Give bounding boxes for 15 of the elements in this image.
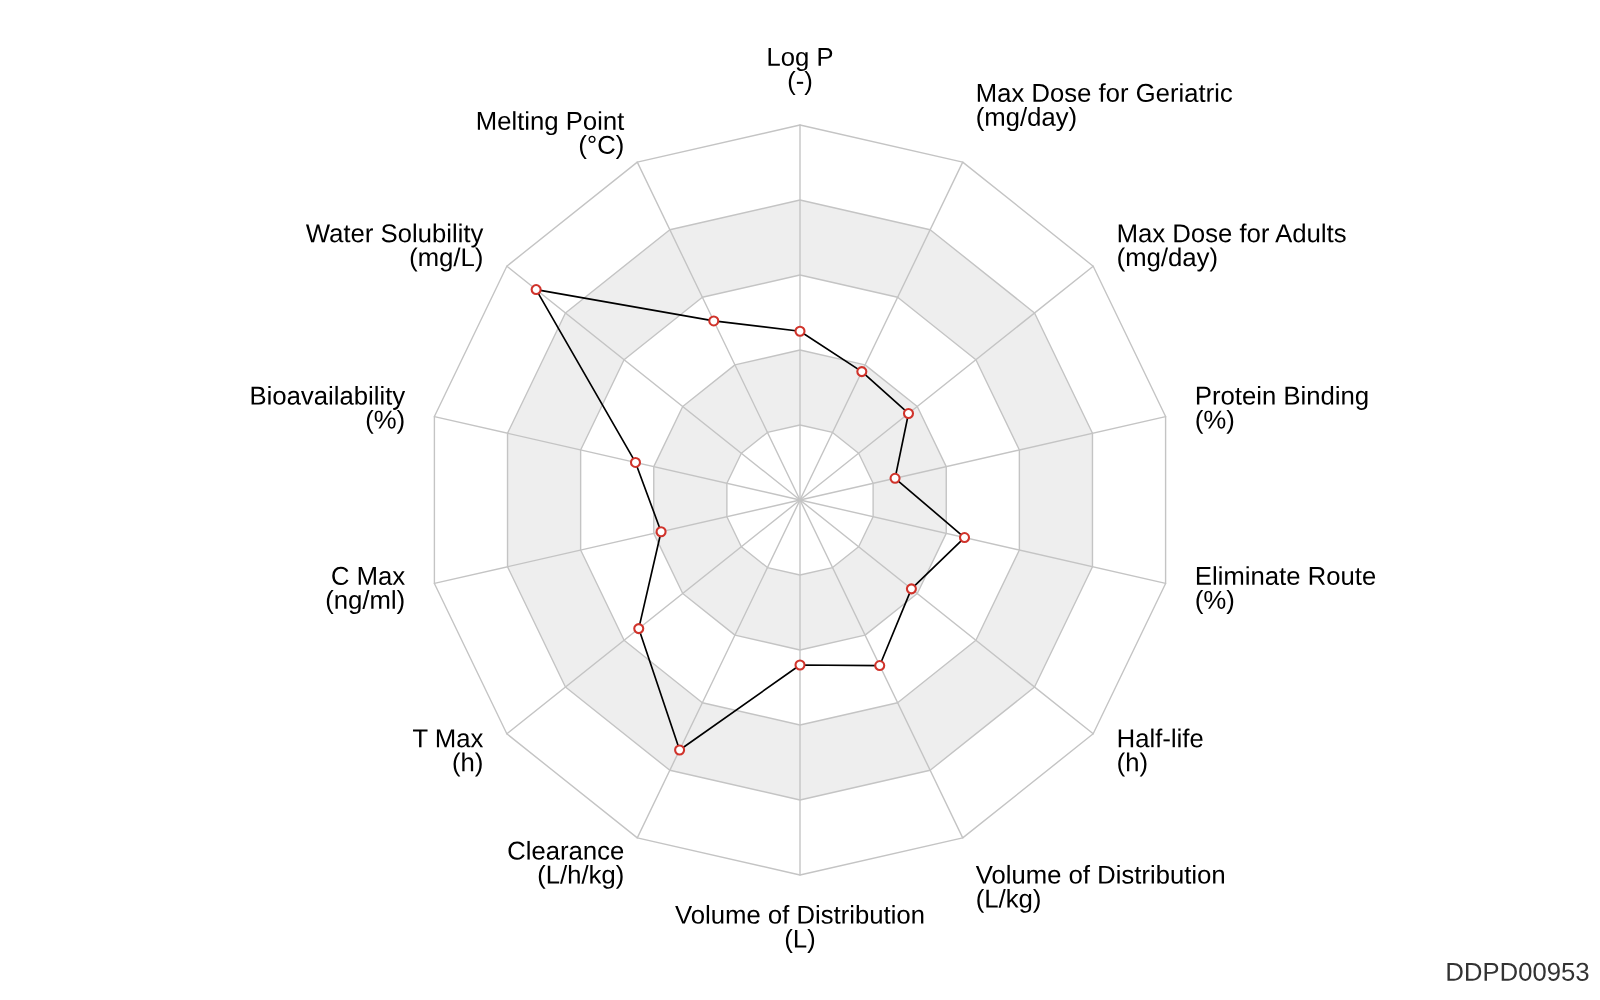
spoke-label: Half-life (h) (1118, 728, 1203, 777)
spoke-label: C Max (ng/ml) (326, 566, 405, 615)
spoke-label: Protein Binding (%) (1196, 385, 1368, 434)
spoke-label: Volume of Distribution (L/kg) (975, 864, 1224, 913)
spoke-label: Melting Point (°C) (477, 111, 625, 160)
spoke-label: Bioavailability (%) (251, 385, 406, 434)
spoke-label: Volume of Distribution (L) (675, 905, 924, 953)
text: DDPD00953 (1447, 962, 1589, 981)
spoke-label: Max Dose for Geriatric (mg/day) (977, 83, 1233, 132)
spoke-label: Eliminate Route (%) (1196, 566, 1376, 615)
spoke-label: Water Solubility (mg/L) (305, 223, 484, 272)
spoke-label: Clearance (L/h/kg) (508, 840, 624, 889)
spoke-label: Max Dose for Adults (mg/day) (1118, 223, 1346, 272)
spoke-label: T Max (h) (413, 729, 484, 777)
spoke-label: Log P (-) (768, 48, 833, 95)
